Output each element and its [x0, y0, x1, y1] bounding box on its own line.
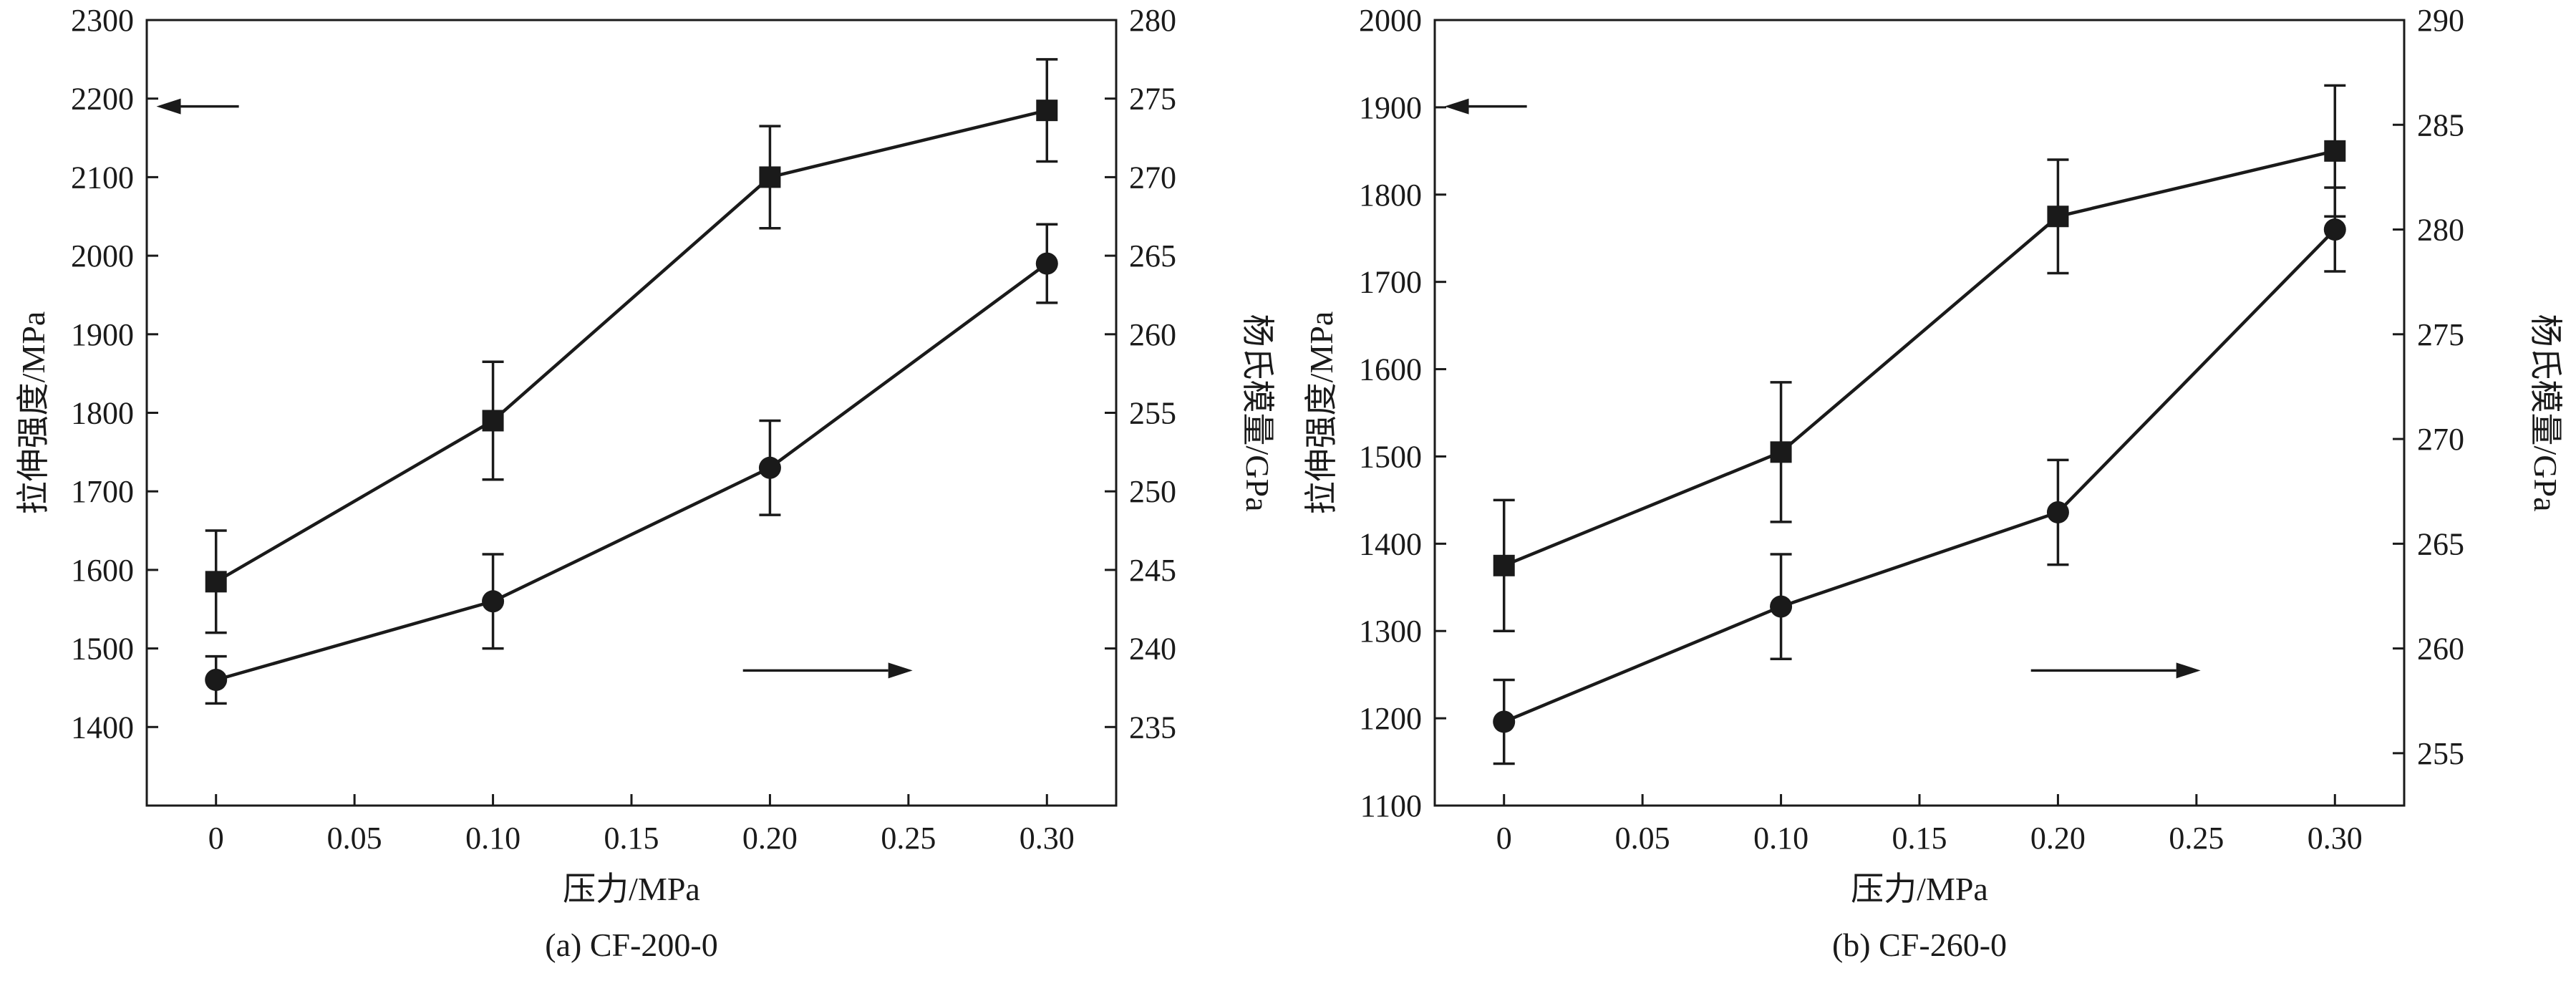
arrow-right-annotation — [2030, 662, 2201, 679]
marker-circle-youngs-modulus — [1770, 595, 1793, 618]
left-tick-label: 1700 — [1359, 265, 1422, 300]
marker-square-tensile-strength — [1036, 100, 1058, 122]
right-tick-label: 280 — [2417, 213, 2464, 248]
left-tick-label: 2000 — [71, 238, 134, 274]
left-tick-label: 1800 — [1359, 178, 1422, 213]
x-tick-label: 0.30 — [1020, 821, 1075, 856]
left-tick-label: 1500 — [1359, 439, 1422, 474]
chart-a: 0 0.05 0.10 0.15 0.20 0.25 0.30 1400 1500 1600 170… — [0, 0, 1288, 977]
plot-frame — [1433, 19, 2406, 807]
marker-circle-youngs-modulus — [2323, 218, 2346, 241]
tensile-strength-line — [215, 108, 1047, 584]
left-tick-label: 1300 — [1359, 614, 1422, 649]
caption: (a) CF-200-0 — [545, 927, 717, 963]
right-tick-label: 270 — [2417, 422, 2464, 457]
chart-b-svg: 0 0.05 0.10 0.15 0.20 0.25 0.30 1100 1200 1300 140… — [1303, 3, 2564, 963]
left-tick-label: 2200 — [71, 82, 134, 117]
youngs-modulus-line — [216, 262, 1048, 682]
marker-square-tensile-strength — [2047, 206, 2069, 228]
right-tick-label: 270 — [1129, 160, 1176, 195]
x-tick-label: 0.25 — [881, 821, 936, 856]
chart-a-svg: 0 0.05 0.10 0.15 0.20 0.25 0.30 1400 1500 1600 170… — [15, 3, 1276, 963]
right-tick-label: 275 — [1129, 82, 1176, 117]
marker-circle-youngs-modulus — [205, 668, 228, 691]
marker-square-tensile-strength — [2324, 140, 2346, 162]
left-tick-label: 1500 — [71, 632, 134, 667]
x-axis-label: 压力/MPa — [563, 871, 700, 907]
right-tick-label: 265 — [2417, 526, 2464, 561]
x-tick-label: 0.20 — [742, 821, 798, 856]
left-tick-label: 1200 — [1359, 701, 1422, 736]
x-tick-label: 0.25 — [2169, 821, 2224, 856]
marker-square-tensile-strength — [1493, 554, 1515, 576]
left-tick-label: 2300 — [71, 3, 134, 38]
left-tick-label: 1400 — [1359, 526, 1422, 561]
x-tick-label: 0.10 — [1753, 821, 1808, 856]
left-tick-label: 2000 — [1359, 3, 1422, 38]
x-tick-label: 0.10 — [465, 821, 520, 856]
plot-frame — [145, 19, 1118, 807]
left-axis-label: 拉伸强度/MPa — [15, 311, 52, 515]
chart-b: 0 0.05 0.10 0.15 0.20 0.25 0.30 1100 1200 1300 140… — [1288, 0, 2576, 977]
left-axis-label: 拉伸强度/MPa — [1303, 311, 1340, 515]
marker-square-tensile-strength — [1770, 441, 1792, 463]
left-tick-label: 1400 — [71, 710, 134, 745]
marker-circle-youngs-modulus — [482, 590, 505, 613]
youngs-modulus-line — [1503, 228, 2336, 724]
left-tick-label: 1900 — [1359, 90, 1422, 125]
right-tick-label: 245 — [1129, 553, 1176, 588]
right-axis-label: 杨氏模量/GPa — [1239, 314, 1276, 512]
x-axis-label: 压力/MPa — [1851, 871, 1988, 907]
left-tick-label: 2100 — [71, 160, 134, 195]
tensile-strength-line — [1503, 149, 2335, 567]
right-tick-label: 250 — [1129, 474, 1176, 509]
left-tick-label: 1600 — [71, 553, 134, 588]
x-tick-label: 0 — [208, 821, 224, 856]
marker-circle-youngs-modulus — [2046, 501, 2069, 523]
left-tick-label: 1800 — [71, 396, 134, 431]
marker-circle-youngs-modulus — [758, 456, 781, 479]
right-tick-label: 290 — [2417, 3, 2464, 38]
x-tick-label: 0.05 — [1615, 821, 1670, 856]
marker-square-tensile-strength — [759, 166, 781, 188]
x-tick-label: 0.15 — [1892, 821, 1947, 856]
left-tick-label: 1700 — [71, 474, 134, 509]
x-tick-label: 0.30 — [2308, 821, 2363, 856]
right-axis-label: 杨氏模量/GPa — [2527, 314, 2564, 512]
arrow-head — [156, 98, 181, 115]
marker-square-tensile-strength — [205, 571, 227, 593]
right-tick-label: 240 — [1129, 632, 1176, 667]
x-tick-label: 0.15 — [604, 821, 659, 856]
marker-circle-youngs-modulus — [1035, 252, 1058, 275]
arrow-head — [2176, 662, 2201, 679]
x-tick-label: 0.20 — [2030, 821, 2086, 856]
right-tick-label: 255 — [1129, 396, 1176, 431]
marker-circle-youngs-modulus — [1493, 710, 1516, 733]
arrow-head — [888, 662, 913, 679]
right-tick-label: 260 — [1129, 317, 1176, 352]
right-tick-label: 260 — [2417, 632, 2464, 667]
x-tick-label: 0 — [1496, 821, 1512, 856]
arrow-head — [1444, 98, 1469, 115]
caption: (b) CF-260-0 — [1832, 927, 2007, 963]
marker-square-tensile-strength — [482, 410, 504, 432]
right-tick-label: 275 — [2417, 317, 2464, 352]
right-tick-label: 235 — [1129, 710, 1176, 745]
left-tick-label: 1900 — [71, 317, 134, 352]
right-tick-label: 285 — [2417, 107, 2464, 142]
right-tick-label: 255 — [2417, 736, 2464, 771]
right-tick-label: 265 — [1129, 238, 1176, 274]
left-tick-label: 1600 — [1359, 352, 1422, 387]
arrow-left-annotation — [156, 98, 239, 115]
right-tick-label: 280 — [1129, 3, 1176, 38]
arrow-right-annotation — [742, 662, 913, 679]
arrow-left-annotation — [1444, 98, 1527, 115]
x-tick-label: 0.05 — [327, 821, 382, 856]
left-tick-label: 1100 — [1360, 788, 1422, 823]
